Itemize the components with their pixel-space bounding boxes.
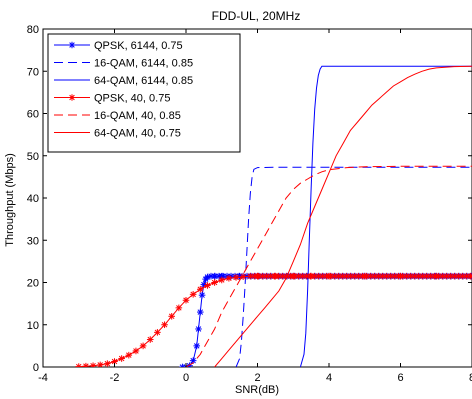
y-tick-label: 0: [33, 362, 39, 374]
legend-item: 64-QAM, 6144, 0.85: [54, 75, 193, 87]
chart-title: FDD-UL, 20MHz: [212, 9, 301, 23]
legend-marker: [68, 41, 76, 49]
data-point: [287, 272, 294, 280]
series-6: [214, 65, 472, 367]
legend-label: 16-QAM, 40, 0.85: [94, 110, 181, 122]
legend-item: QPSK, 40, 0.75: [54, 93, 170, 105]
series-3: [299, 65, 472, 367]
x-tick-label: 2: [254, 372, 260, 384]
data-point: [132, 347, 140, 355]
x-tick-label: 0: [183, 372, 189, 384]
data-point: [427, 272, 434, 280]
data-point: [232, 274, 240, 281]
data-point: [197, 285, 204, 293]
data-point: [104, 360, 111, 367]
data-point: [118, 355, 125, 362]
legend-label: QPSK, 6144, 0.75: [94, 40, 183, 52]
y-tick-label: 70: [27, 66, 39, 78]
legend-label: 64-QAM, 40, 0.75: [94, 128, 181, 140]
y-tick-label: 60: [27, 109, 39, 121]
data-point: [154, 329, 161, 336]
legend: QPSK, 6144, 0.75 16-QAM, 6144, 0.85 64-QAM…: [47, 33, 241, 153]
data-point: [89, 362, 97, 367]
data-point: [204, 282, 211, 289]
data-point: [189, 291, 197, 298]
data-point: [168, 313, 175, 320]
x-tick-label: 6: [397, 372, 403, 384]
data-point: [197, 308, 204, 316]
series-5: [185, 165, 472, 367]
series-line: [235, 166, 472, 367]
series-4: [75, 272, 472, 367]
y-tick-label: 80: [27, 24, 39, 36]
data-point: [331, 272, 338, 280]
data-point: [175, 304, 183, 312]
y-tick-label: 30: [27, 235, 39, 247]
legend-item: 64-QAM, 40, 0.75: [54, 128, 181, 140]
data-point: [195, 325, 202, 333]
y-tick-label: 10: [27, 320, 39, 332]
series-line: [299, 65, 472, 367]
data-point: [255, 272, 262, 280]
legend-label: 64-QAM, 6144, 0.85: [94, 75, 193, 87]
data-point: [198, 291, 206, 299]
data-point: [403, 272, 410, 280]
data-point: [82, 362, 90, 367]
data-point: [439, 272, 446, 280]
series-line: [185, 165, 472, 367]
data-point: [399, 272, 406, 280]
legend-label: 16-QAM, 6144, 0.85: [94, 58, 193, 70]
data-point: [218, 276, 226, 284]
data-point: [211, 279, 218, 286]
data-point: [146, 336, 154, 343]
data-point: [161, 321, 168, 329]
data-point: [193, 342, 201, 350]
x-tick-label: -4: [38, 372, 48, 384]
x-tick-label: -2: [110, 372, 120, 384]
data-point: [96, 361, 104, 367]
legend-item: QPSK, 6144, 0.75: [54, 40, 183, 52]
legend-item: 16-QAM, 40, 0.85: [54, 110, 181, 122]
data-point: [239, 273, 247, 280]
data-point: [251, 272, 258, 280]
data-point: [139, 342, 147, 350]
series-layer: [75, 65, 472, 367]
x-tick-label: 4: [326, 372, 332, 384]
legend-label: QPSK, 40, 0.75: [94, 93, 170, 105]
data-point: [275, 272, 282, 280]
series-2: [235, 166, 472, 367]
data-point: [291, 272, 298, 280]
y-axis-label: Throughput (Mbps): [4, 153, 16, 247]
y-tick-label: 50: [27, 151, 39, 163]
data-point: [271, 272, 278, 280]
data-point: [182, 296, 190, 304]
y-tick-label: 40: [27, 193, 39, 205]
data-point: [367, 272, 374, 280]
data-point: [455, 272, 462, 280]
x-tick-label: 8: [469, 372, 472, 384]
data-point: [125, 351, 133, 359]
legend-item: 16-QAM, 6144, 0.85: [54, 58, 193, 70]
series-line: [214, 65, 472, 367]
data-point: [75, 363, 83, 367]
axes-layer: -4-20246801020304050607080: [27, 24, 472, 384]
legend-marker: [68, 94, 76, 101]
data-point: [407, 272, 414, 280]
data-point: [415, 272, 422, 280]
data-point: [225, 274, 233, 282]
y-tick-label: 20: [27, 278, 39, 290]
data-point: [311, 272, 318, 280]
x-axis-label: SNR(dB): [235, 384, 279, 396]
data-point: [459, 272, 466, 280]
